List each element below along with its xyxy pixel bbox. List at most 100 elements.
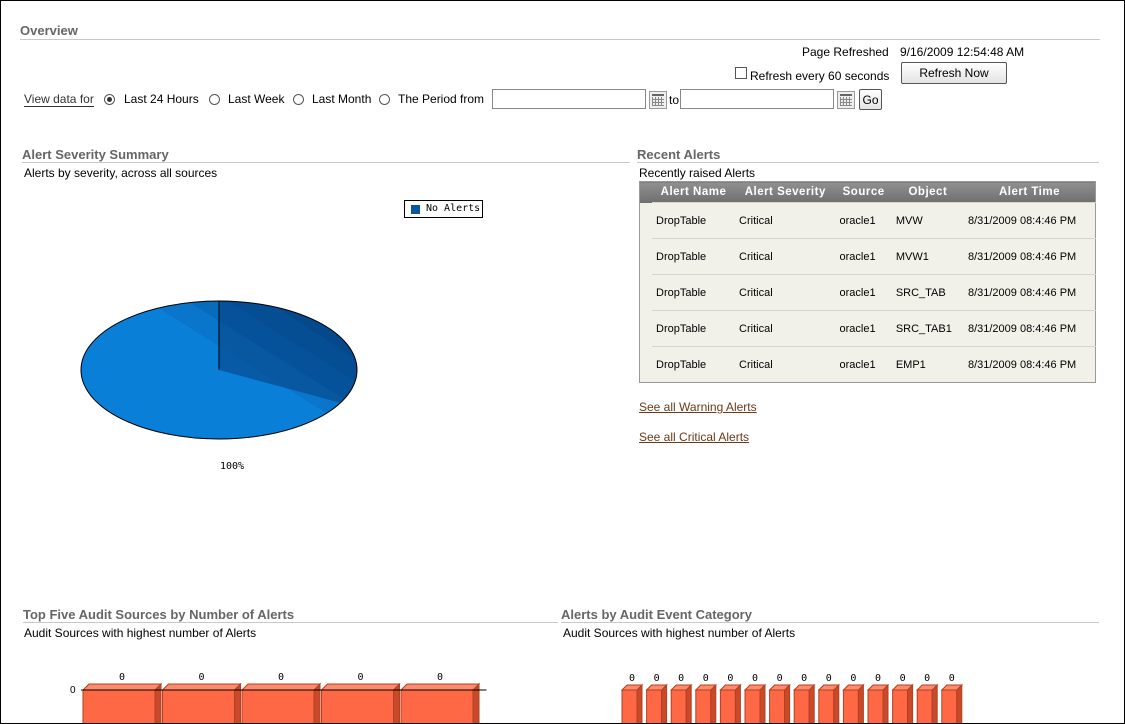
by-category-data-label-13: 0: [924, 673, 930, 684]
header-alert-time[interactable]: Alert Time: [963, 181, 1096, 203]
cell-alert-severity: Critical: [735, 274, 836, 311]
table-row: DropTable Critical oracle1 MVW1 8/31/200…: [639, 238, 1096, 275]
overview-title: Overview: [20, 23, 78, 38]
cell-source: oracle1: [835, 346, 892, 383]
recent-alerts-subtitle: Recently raised Alerts: [639, 166, 756, 180]
by-category-data-label-8: 0: [801, 673, 807, 684]
radio-period-from[interactable]: [379, 94, 390, 105]
cell-source: oracle1: [835, 238, 892, 275]
cell-alert-time: 8/31/2009 08:4:46 PM: [963, 346, 1096, 383]
top-sources-data-label-2: 0: [198, 672, 204, 683]
pie-slice-no-alerts: [81, 301, 357, 439]
header-source[interactable]: Source: [835, 181, 892, 203]
by-category-data-label-3: 0: [678, 673, 684, 684]
by-category-bar-11: [866, 683, 890, 723]
row-spacer: [639, 238, 652, 275]
by-category-divider: [561, 622, 1099, 623]
cell-alert-severity: Critical: [735, 310, 836, 347]
severity-summary-title: Alert Severity Summary: [22, 147, 169, 162]
by-category-data-label-6: 0: [752, 673, 758, 684]
top-sources-title: Top Five Audit Sources by Number of Aler…: [23, 607, 295, 622]
top-sources-bar-2: [161, 682, 242, 723]
by-category-bar-5: [719, 683, 742, 723]
page-refreshed-value: 9/16/2009 12:54:48 AM: [900, 45, 1025, 59]
cell-alert-name: DropTable: [652, 346, 736, 383]
radio-last-24-hours[interactable]: [104, 94, 115, 105]
table-row: DropTable Critical oracle1 SRC_TAB1 8/31…: [639, 310, 1096, 347]
cell-alert-name: DropTable: [652, 238, 736, 275]
top-sources-bar-5: [399, 682, 481, 723]
top-sources-data-label-1: 0: [119, 672, 125, 683]
top-sources-subtitle: Audit Sources with highest number of Ale…: [24, 626, 257, 640]
legend-label-no-alerts: No Alerts: [426, 203, 481, 214]
table-header-row: Alert Name Alert Severity Source Object …: [639, 181, 1096, 203]
by-category-subtitle: Audit Sources with highest number of Ale…: [563, 626, 796, 640]
refresh-now-button[interactable]: Refresh Now: [901, 62, 1007, 84]
to-date-input[interactable]: [680, 89, 834, 109]
severity-summary-divider: [22, 162, 630, 163]
cell-alert-time: 8/31/2009 08:4:46 PM: [963, 310, 1096, 347]
header-alert-severity[interactable]: Alert Severity: [735, 181, 836, 203]
by-category-bar-12: [891, 683, 914, 723]
row-spacer: [639, 202, 652, 239]
top-sources-bar-1: [81, 682, 163, 723]
cell-object: SRC_TAB: [891, 274, 964, 311]
to-calendar-icon[interactable]: [837, 91, 855, 109]
by-category-data-label-14: 0: [949, 673, 955, 684]
auto-refresh-label: Refresh every 60 seconds: [750, 69, 890, 83]
view-data-for-label[interactable]: View data for: [24, 92, 94, 107]
by-category-bar-1: [620, 683, 644, 723]
by-category-data-label-2: 0: [654, 673, 660, 684]
option-period-from: The Period from: [398, 92, 485, 106]
cell-alert-name: DropTable: [652, 202, 736, 239]
cell-object: MVW1: [891, 238, 964, 275]
cell-object: SRC_TAB1: [891, 310, 964, 347]
cell-object: EMP1: [891, 346, 964, 383]
radio-last-week[interactable]: [209, 94, 220, 105]
cell-alert-time: 8/31/2009 08:4:46 PM: [963, 238, 1096, 275]
cell-source: oracle1: [835, 202, 892, 239]
top-sources-divider: [23, 622, 558, 623]
by-category-bar-10: [842, 683, 865, 723]
by-category-bar-13: [915, 683, 939, 723]
by-category-bar-8: [792, 683, 816, 723]
top-sources-data-label-5: 0: [437, 672, 443, 683]
cell-alert-name: DropTable: [652, 274, 736, 311]
go-button[interactable]: Go: [859, 89, 882, 110]
recent-alerts-table: Alert Name Alert Severity Source Object …: [639, 181, 1096, 383]
by-category-bar-4: [694, 683, 718, 723]
by-category-data-label-5: 0: [727, 673, 733, 684]
recent-alerts-title: Recent Alerts: [637, 147, 721, 162]
severity-summary-subtitle: Alerts by severity, across all sources: [24, 166, 218, 180]
cell-alert-severity: Critical: [735, 202, 836, 239]
cell-alert-time: 8/31/2009 08:4:46 PM: [963, 274, 1096, 311]
auto-refresh-checkbox[interactable]: [735, 67, 747, 79]
by-category-data-label-4: 0: [703, 673, 709, 684]
by-category-data-label-11: 0: [875, 673, 881, 684]
table-row: DropTable Critical oracle1 SRC_TAB 8/31/…: [639, 274, 1096, 311]
from-calendar-icon[interactable]: [649, 91, 667, 109]
see-critical-alerts-link[interactable]: See all Critical Alerts: [639, 430, 750, 444]
overview-divider: [20, 39, 1100, 40]
header-object[interactable]: Object: [891, 181, 964, 203]
see-warning-alerts-link[interactable]: See all Warning Alerts: [639, 400, 757, 414]
severity-pie-chart: [80, 300, 358, 440]
by-category-data-label-9: 0: [826, 673, 832, 684]
row-spacer: [639, 346, 652, 383]
top-sources-data-label-3: 0: [278, 672, 284, 683]
radio-last-month[interactable]: [293, 94, 304, 105]
top-sources-ytick-0: 0: [70, 685, 76, 696]
to-label: to: [669, 93, 680, 107]
top-sources-bar-3: [240, 682, 322, 723]
header-alert-name[interactable]: Alert Name: [652, 181, 736, 203]
by-category-title: Alerts by Audit Event Category: [561, 607, 752, 622]
from-date-input[interactable]: [492, 89, 646, 109]
cell-object: MVW: [891, 202, 964, 239]
by-category-data-label-10: 0: [850, 673, 856, 684]
by-category-bar-7: [768, 683, 791, 723]
by-category-bar-9: [817, 683, 841, 723]
cell-source: oracle1: [835, 274, 892, 311]
top-sources-bar-4: [320, 682, 401, 723]
table-row: DropTable Critical oracle1 EMP1 8/31/200…: [639, 346, 1096, 383]
